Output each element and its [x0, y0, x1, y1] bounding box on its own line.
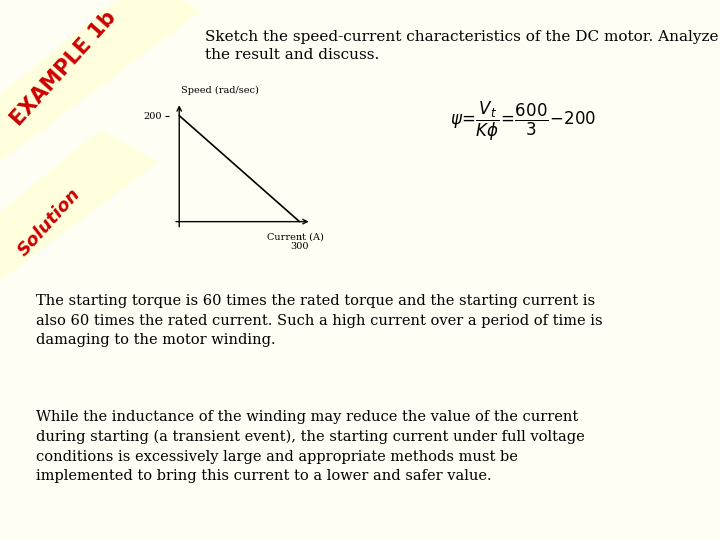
Text: The starting torque is 60 times the rated torque and the starting current is
als: The starting torque is 60 times the rate… [36, 294, 603, 347]
Text: While the inductance of the winding may reduce the value of the current
during s: While the inductance of the winding may … [36, 410, 585, 483]
Polygon shape [0, 130, 158, 302]
Text: Solution: Solution [14, 185, 84, 259]
Text: Speed (rad/sec): Speed (rad/sec) [181, 86, 259, 96]
Text: Current (A): Current (A) [266, 232, 323, 241]
Text: EXAMPLE 1b: EXAMPLE 1b [7, 7, 120, 130]
Polygon shape [0, 0, 202, 173]
Text: $\psi\!=\!\dfrac{V_t}{K\phi}\!=\!\dfrac{600}{3}\!-\!200$: $\psi\!=\!\dfrac{V_t}{K\phi}\!=\!\dfrac{… [450, 100, 596, 143]
Text: Sketch the speed-current characteristics of the DC motor. Analyze
the result and: Sketch the speed-current characteristics… [205, 30, 719, 62]
